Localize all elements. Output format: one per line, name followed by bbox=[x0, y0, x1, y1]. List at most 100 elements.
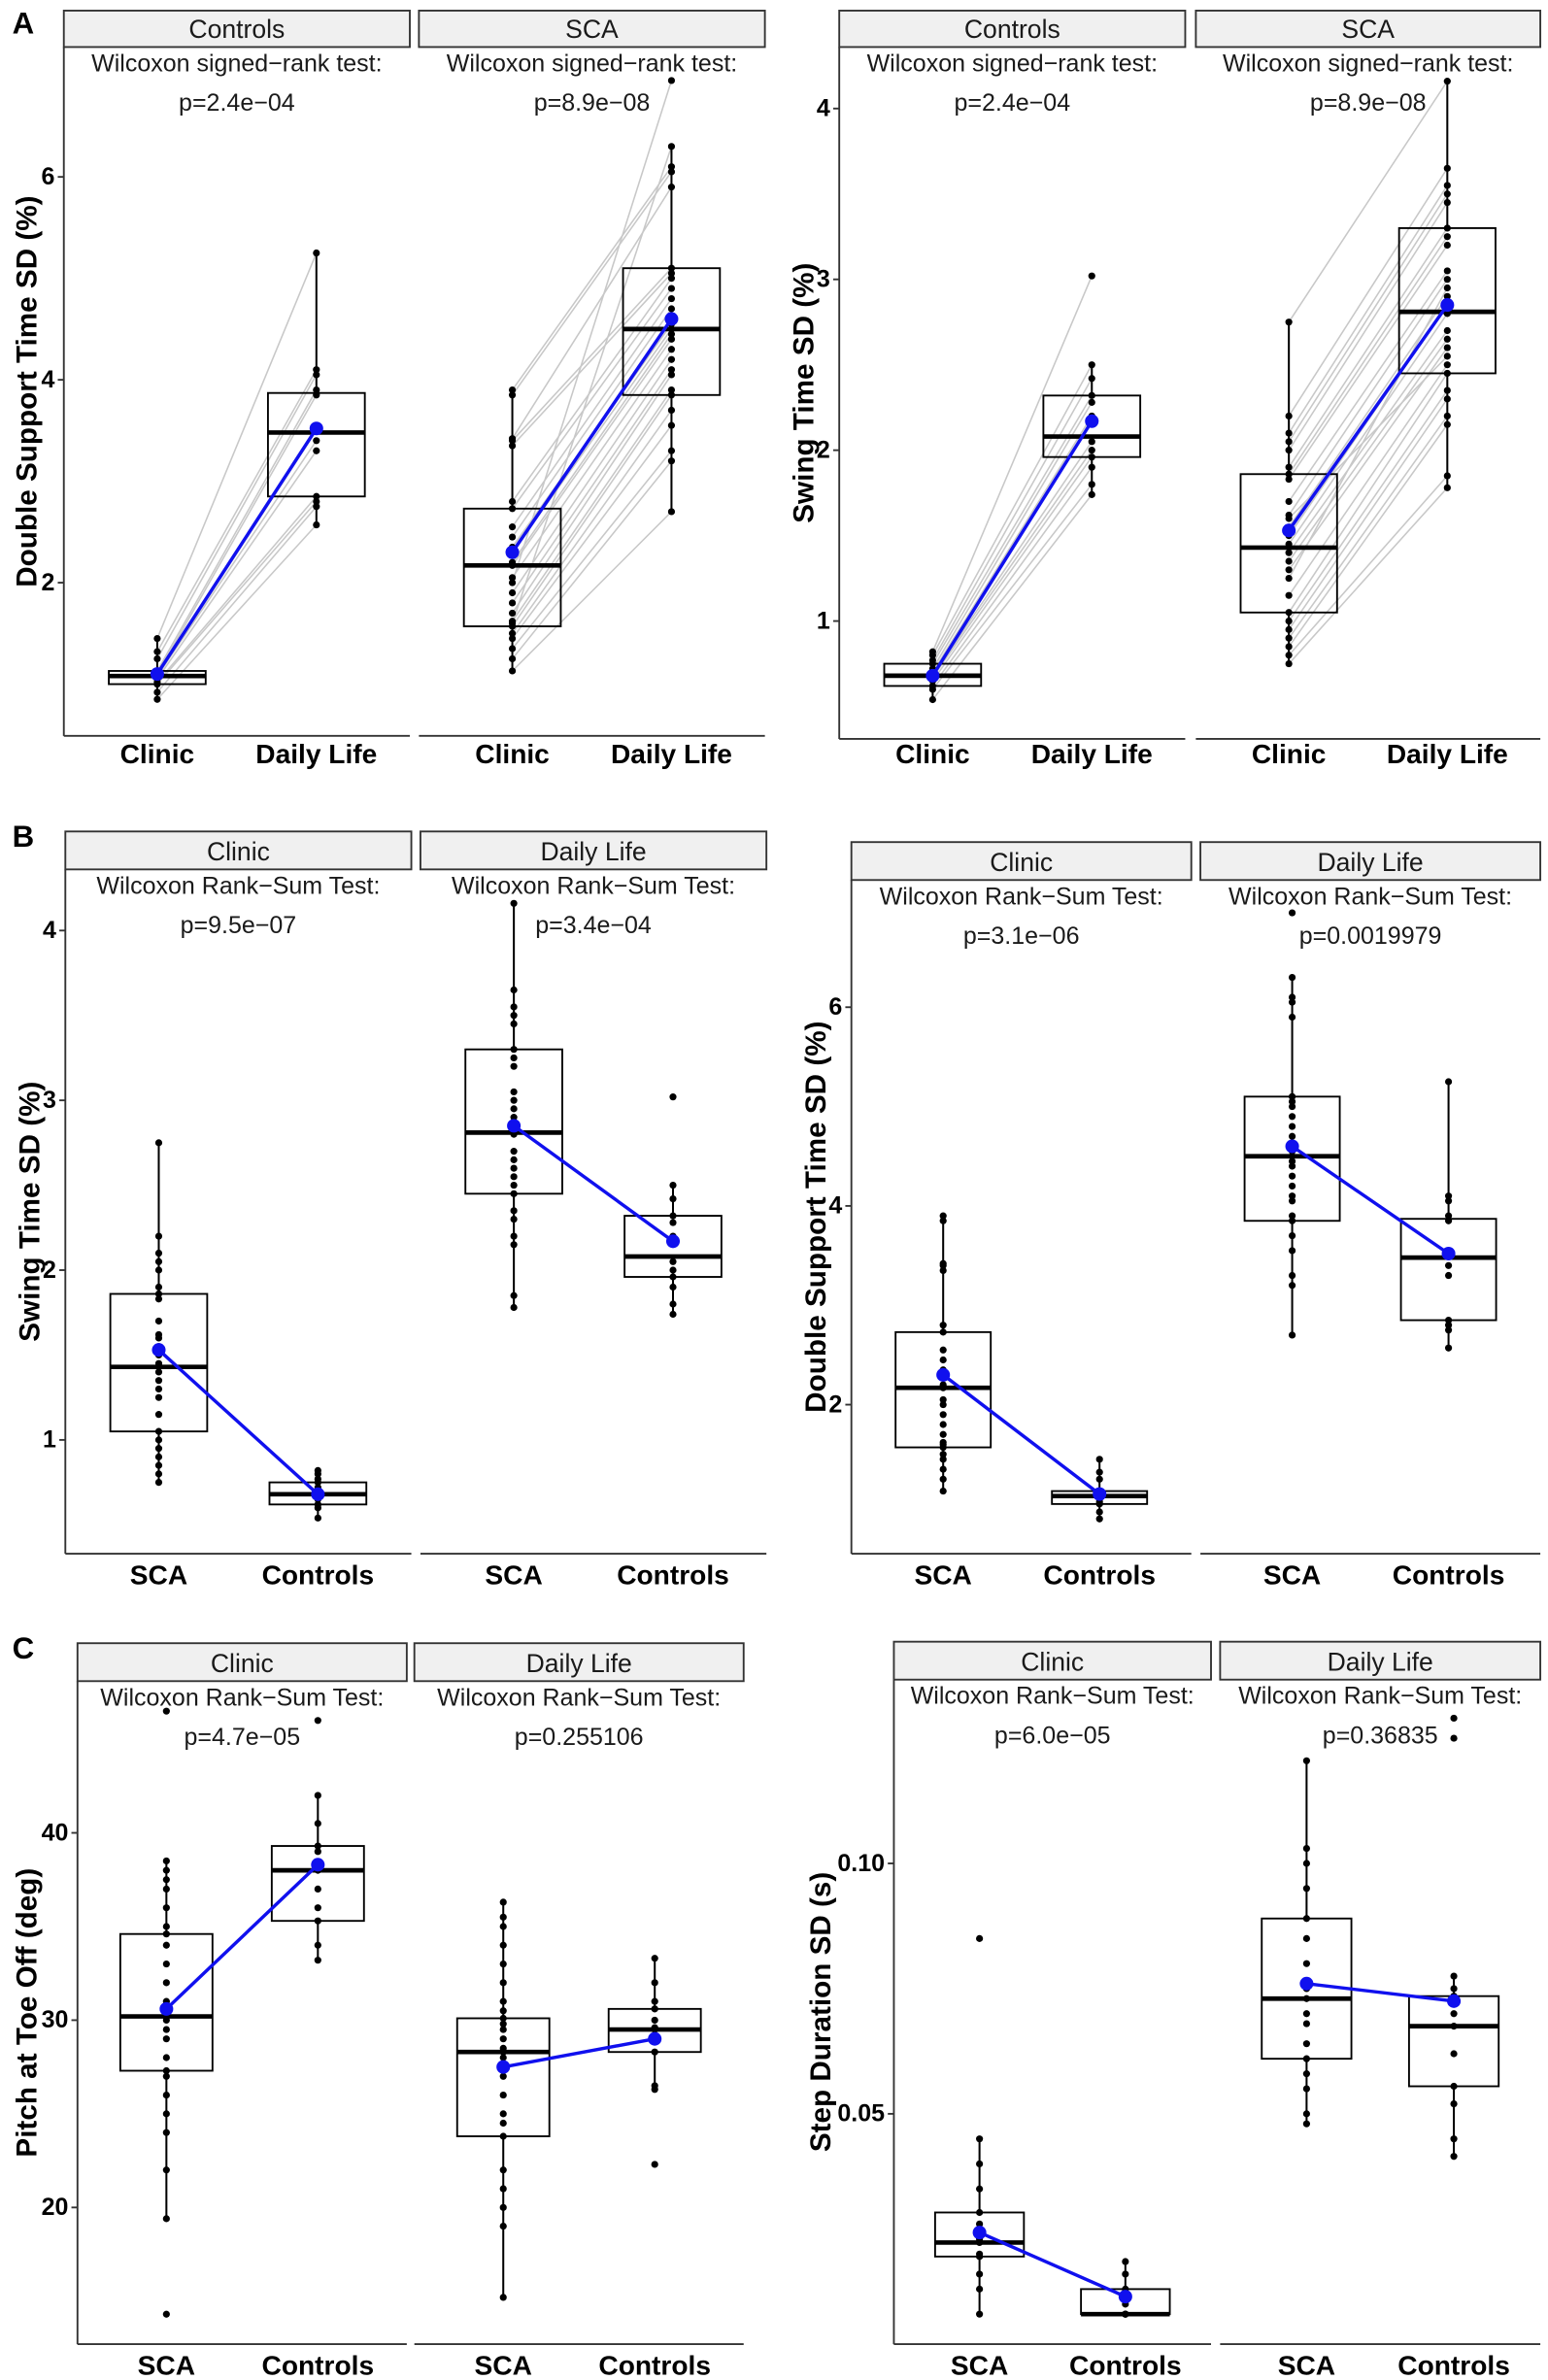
paired-line bbox=[1288, 475, 1448, 656]
data-point bbox=[1443, 344, 1451, 352]
data-point bbox=[1302, 2110, 1310, 2118]
data-point bbox=[1285, 609, 1293, 617]
data-point bbox=[1443, 395, 1451, 403]
data-point bbox=[499, 1997, 507, 2005]
mean-point bbox=[311, 1858, 325, 1872]
data-point bbox=[510, 1062, 518, 1070]
x-category-label: Controls bbox=[598, 2350, 711, 2380]
data-point bbox=[154, 1266, 163, 1274]
data-point bbox=[162, 2110, 170, 2118]
paired-line bbox=[931, 493, 1093, 700]
test-name: Wilcoxon signed−rank test: bbox=[91, 50, 382, 77]
mean-point bbox=[507, 1119, 522, 1133]
mean-line bbox=[1306, 1982, 1455, 2003]
data-point bbox=[1288, 1157, 1296, 1165]
paired-line bbox=[511, 374, 673, 614]
facet-strip bbox=[76, 1642, 408, 1683]
data-point bbox=[651, 1979, 658, 1987]
data-point bbox=[1288, 1102, 1296, 1111]
data-point bbox=[154, 1436, 163, 1444]
data-point bbox=[314, 1885, 321, 1893]
data-point bbox=[154, 1445, 163, 1453]
x-category-label: Clinic bbox=[1252, 739, 1327, 769]
y-tick-label: 30 bbox=[42, 2006, 69, 2033]
data-point bbox=[1450, 2135, 1458, 2143]
data-point bbox=[939, 1421, 947, 1428]
data-point bbox=[667, 508, 676, 516]
chart-4: Double Support Time SD (%)2 4 6 Clinic SCA Co… bbox=[800, 841, 1542, 1590]
data-point bbox=[1285, 497, 1293, 506]
data-point bbox=[1443, 310, 1451, 318]
data-point bbox=[1285, 643, 1293, 651]
data-point bbox=[1443, 412, 1451, 420]
data-point bbox=[154, 1257, 163, 1265]
paired-line bbox=[1288, 389, 1448, 622]
data-point bbox=[1288, 998, 1296, 1006]
data-point bbox=[314, 1792, 321, 1799]
x-category-label: Controls bbox=[1043, 1559, 1156, 1590]
paired-line bbox=[512, 511, 672, 672]
x-category-label: Controls bbox=[1393, 1559, 1505, 1590]
data-point bbox=[1302, 2070, 1310, 2078]
data-point bbox=[1285, 659, 1293, 668]
x-category-label: SCA bbox=[951, 2350, 1008, 2380]
data-point bbox=[499, 2132, 507, 2140]
data-point bbox=[1088, 398, 1095, 406]
data-point bbox=[313, 385, 320, 394]
y-axis-label: Pitch at Toe Off (deg) bbox=[12, 1868, 44, 2158]
data-point bbox=[162, 1707, 170, 1715]
data-point bbox=[651, 2005, 658, 2013]
data-point bbox=[508, 533, 517, 541]
data-point bbox=[510, 1190, 518, 1197]
paired-line bbox=[931, 394, 1093, 664]
paired-line bbox=[511, 186, 673, 440]
data-point bbox=[499, 2110, 507, 2118]
data-point bbox=[1285, 574, 1293, 583]
data-point bbox=[162, 1866, 170, 1874]
mean-line bbox=[930, 419, 1094, 677]
data-point bbox=[499, 2185, 507, 2193]
data-point bbox=[314, 1917, 321, 1925]
paired-line bbox=[931, 378, 1093, 661]
data-point bbox=[1285, 447, 1293, 454]
paired-line bbox=[1288, 279, 1448, 516]
paired-line bbox=[511, 394, 673, 627]
mean-point bbox=[972, 2226, 987, 2240]
data-point bbox=[162, 2166, 170, 2174]
data-point bbox=[1450, 1734, 1458, 1742]
paired-line bbox=[1288, 193, 1448, 443]
facet-strip bbox=[62, 10, 411, 49]
data-point bbox=[510, 1054, 518, 1062]
data-point bbox=[939, 1328, 947, 1336]
facet-1: Clinic SCA Controls Wilcoxon Rank−Sum Test:… bbox=[76, 1642, 408, 2380]
data-point bbox=[1095, 1475, 1103, 1483]
data-point bbox=[667, 269, 676, 278]
paired-line bbox=[511, 389, 673, 622]
paired-line bbox=[931, 401, 1093, 670]
data-point bbox=[1285, 549, 1293, 556]
x-category-label: SCA bbox=[915, 1559, 972, 1590]
test-name: Wilcoxon signed−rank test: bbox=[447, 50, 737, 77]
data-point bbox=[313, 520, 320, 529]
data-point bbox=[976, 2250, 984, 2258]
facet-strip bbox=[1199, 841, 1542, 882]
data-point bbox=[510, 1096, 518, 1104]
paired-line bbox=[1288, 398, 1448, 630]
data-point bbox=[499, 2294, 507, 2301]
data-point bbox=[976, 2185, 984, 2193]
data-point bbox=[499, 1979, 507, 1987]
mean-line bbox=[978, 2230, 1127, 2298]
data-point bbox=[1288, 1182, 1296, 1190]
data-point bbox=[1302, 2120, 1310, 2128]
data-point bbox=[1444, 1212, 1453, 1220]
paired-line bbox=[511, 278, 673, 502]
paired-line bbox=[931, 364, 1093, 656]
data-point bbox=[669, 1257, 677, 1265]
test-name: Wilcoxon Rank−Sum Test: bbox=[880, 883, 1163, 910]
data-point bbox=[1443, 78, 1451, 85]
data-point bbox=[499, 1960, 507, 1968]
paired-line bbox=[931, 275, 1093, 653]
mean-line bbox=[1287, 304, 1449, 532]
y-tick-label: 2 bbox=[43, 1257, 56, 1284]
p-value: p=0.0019979 bbox=[1299, 922, 1442, 950]
